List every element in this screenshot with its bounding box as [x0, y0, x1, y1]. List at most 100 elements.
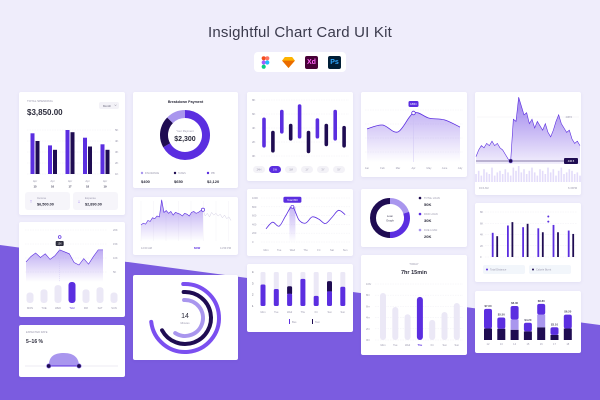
- volume-bar: [533, 172, 536, 182]
- y-tick-label: 0: [252, 240, 254, 244]
- bar: [557, 232, 559, 257]
- volume-bar: [560, 167, 563, 182]
- bar: [100, 144, 105, 174]
- period-dropdown[interactable]: [99, 102, 119, 109]
- x-tick-label: Mon: [263, 248, 269, 252]
- x-tick-label: Wed: [405, 343, 411, 347]
- volume-bar: [552, 169, 555, 182]
- hour-bar: [380, 292, 386, 340]
- bar: [552, 224, 555, 257]
- chart-svg: $7.60 12 $5.50 13 $8.30 14 $4.20 15 $8.80 16 $3.10…: [484, 299, 572, 346]
- legend-dot: [206, 171, 210, 175]
- bar: [541, 232, 544, 257]
- legend-value: $650: [174, 179, 184, 184]
- x-tick-label: July: [458, 166, 463, 170]
- x-tick-label: THU: [69, 306, 74, 310]
- area-fill: [476, 97, 580, 164]
- today-value: 7hr 15min: [401, 270, 428, 276]
- hour-bar: [392, 306, 399, 340]
- stack-segment: [537, 327, 546, 340]
- line: [140, 199, 204, 226]
- sketch-logo-icon: [282, 56, 295, 69]
- center-label: Minutes: [180, 321, 190, 325]
- volume-bar: [525, 174, 528, 182]
- expected-rate-label: EXPECTED RATE: [26, 330, 48, 334]
- tab-1w[interactable]: [269, 166, 281, 173]
- legend-dot: [532, 268, 534, 271]
- x-tick-day: 16: [51, 185, 55, 189]
- y-tick-label: 6hr: [366, 304, 370, 308]
- legend-label: Total Distance: [490, 268, 507, 272]
- tab-3y[interactable]: [317, 166, 329, 173]
- bus-bar: [260, 284, 266, 306]
- x-tick-label: 15: [526, 342, 529, 346]
- chart-svg: 12:00 AM NOW 11:59 PM: [140, 199, 232, 250]
- bar: [522, 227, 524, 257]
- price-label: $8.30: [511, 301, 518, 305]
- total-spending-label: TOTAL SPENDING: [27, 99, 53, 103]
- range-bar: [262, 117, 266, 148]
- time-start-label: 9:15 AM: [479, 186, 489, 190]
- range-bar: [288, 123, 293, 141]
- highlight-marker: [57, 235, 62, 239]
- tab-label: 5Y: [337, 168, 340, 172]
- day-bar: [26, 292, 34, 303]
- volume-bar: [547, 167, 549, 182]
- legend-label: Bus: [292, 320, 297, 324]
- slider-handle-max[interactable]: [76, 363, 82, 369]
- y-tick-label: 10K: [113, 256, 118, 260]
- tab-1m[interactable]: [285, 166, 297, 173]
- x-tick-month: Apr: [68, 179, 72, 183]
- volume-bar: [475, 174, 477, 182]
- legend-label: PBI: [211, 172, 215, 175]
- price-label: $6.20: [564, 310, 571, 314]
- x-tick-month: Apr: [85, 179, 89, 183]
- arrow-up-icon: ↑: [30, 199, 33, 205]
- volume-bar: [573, 174, 576, 182]
- volume-bar: [501, 174, 504, 182]
- distance-bars-card: 8K 6K 4K 2K 0 Total Distance Calorie Burnt: [475, 203, 581, 282]
- legend-box: [483, 265, 525, 274]
- chart-svg: 1000 800 600 400 200 0 Total 800 Mon Tue Wed Thu Fr…: [252, 196, 350, 252]
- y-tick-label: 4hr: [366, 316, 370, 320]
- tab-5y[interactable]: [333, 166, 345, 173]
- marker-dot: [547, 220, 550, 223]
- stack-segment: [497, 317, 506, 329]
- day-bar: [96, 287, 104, 303]
- legend-dot: [140, 171, 144, 175]
- hour-bar: [429, 319, 436, 340]
- bar: [511, 222, 514, 257]
- price-label: $7.60: [485, 304, 492, 308]
- expense-box: [73, 192, 118, 210]
- slider-handle-min[interactable]: [46, 363, 52, 369]
- y-tick-label: 4K: [252, 126, 256, 130]
- income-label: Income: [37, 196, 47, 200]
- tab-label: 24H: [257, 168, 262, 172]
- area-fill: [141, 199, 203, 241]
- tab-1y[interactable]: [301, 166, 313, 173]
- x-tick-day: 18: [86, 185, 90, 189]
- figma-logo-icon: [259, 55, 272, 69]
- future-line: [202, 209, 232, 221]
- stack-segment: [537, 314, 546, 328]
- price-line: [475, 97, 581, 162]
- chart-svg: 438.5 436.5 9:15 AM 6:15PM: [475, 97, 581, 190]
- period-dropdown-label: Month: [103, 104, 112, 108]
- x-tick-label: 13: [500, 342, 503, 346]
- range-bar: [342, 125, 346, 148]
- x-tick-label: Sat: [330, 248, 334, 252]
- day-bar: [82, 289, 90, 303]
- volume-bar: [536, 175, 539, 182]
- volume-bar: [563, 174, 565, 182]
- x-tick-label: Sat: [328, 310, 332, 314]
- today-label: TODAY: [409, 262, 419, 266]
- donut-slice: [389, 211, 410, 238]
- volume-bar: [483, 169, 485, 182]
- x-tick-label: SAT: [98, 306, 103, 310]
- y-tick-label: 5K: [115, 128, 119, 132]
- x-tick-month: Apr: [33, 179, 37, 183]
- price-label: $5.50: [498, 312, 505, 316]
- y-tick-label: 8K: [480, 210, 483, 214]
- x-tick-label: Tue: [277, 248, 282, 252]
- tab-24h[interactable]: [253, 166, 265, 173]
